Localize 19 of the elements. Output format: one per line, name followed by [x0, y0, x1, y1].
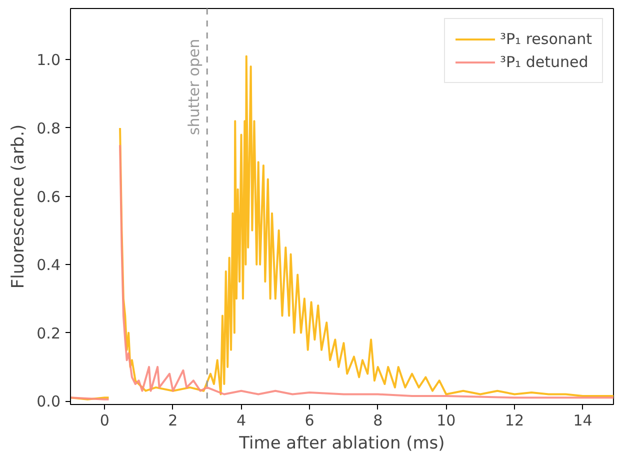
y-tick-label: 0.4	[36, 256, 61, 274]
y-tick-label: 1.0	[36, 51, 61, 70]
y-tick-label: 0.6	[36, 188, 61, 206]
x-tick-label: 6	[304, 412, 314, 430]
y-tick-label: 0.0	[36, 392, 61, 411]
ref-line-label: shutter open	[185, 38, 204, 136]
x-tick-label: 8	[373, 412, 383, 430]
y-tick-label: 0.8	[36, 119, 61, 138]
legend-label: ³P₁ resonant	[500, 30, 592, 48]
x-tick-label: 14	[573, 412, 592, 430]
x-tick-label: 4	[236, 412, 246, 430]
legend-label: ³P₁ detuned	[500, 53, 588, 71]
x-axis-title: Time after ablation (ms)	[238, 434, 445, 454]
x-tick-label: 10	[436, 412, 456, 430]
x-tick-label: 0	[100, 412, 110, 430]
x-tick-label: 12	[504, 412, 524, 430]
y-tick-label: 0.2	[36, 324, 61, 342]
x-tick-label: 2	[168, 412, 178, 430]
y-axis-title: Fluorescence (arb.)	[8, 124, 29, 289]
